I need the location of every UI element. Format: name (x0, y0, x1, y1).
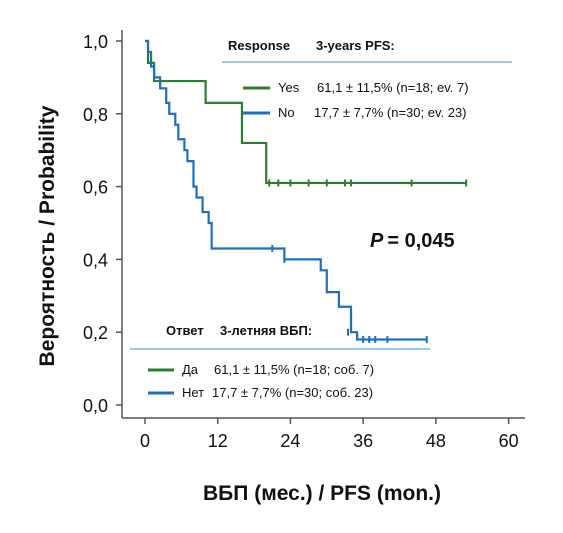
x-tick-label: 24 (280, 431, 300, 451)
legend-ru: Ответ 3-летняя ВБП: Да 61,1 ± 11,5% (n=1… (130, 323, 430, 400)
x-tick-label: 36 (353, 431, 373, 451)
x-axis-title: ВБП (мес.) / PFS (mon.) (203, 482, 441, 505)
y-axis-title: Вероятность / Probability (36, 105, 59, 366)
legend-en-label-no: No (278, 105, 295, 120)
legend-en-text-no: 17,7 ± 7,7% (n=30; ev. 23) (314, 105, 467, 120)
x-tick-label: 48 (426, 431, 446, 451)
legend-en-header-left: Response (228, 38, 290, 53)
x-tick-label: 12 (208, 431, 228, 451)
p-label: P (370, 230, 384, 252)
legend-ru-text-net: 17,7 ± 7,7% (n=30; соб. 23) (212, 385, 373, 400)
legend-en: Response 3-years PFS: Yes 61,1 ± 11,5% (… (222, 38, 512, 120)
legend-ru-header-right: 3-летняя ВБП: (220, 323, 312, 338)
legend-en-label-yes: Yes (278, 80, 300, 95)
y-tick-label: 0,2 (83, 323, 108, 343)
series-line-0 (145, 39, 467, 185)
x-tick-label: 0 (140, 431, 150, 451)
legend-ru-header-left: Ответ (166, 323, 204, 338)
y-tick-label: 1,0 (83, 32, 108, 52)
legend-ru-label-da: Да (182, 362, 199, 377)
legend-en-header-right: 3-years PFS: (316, 38, 395, 53)
x-tick-label: 60 (499, 431, 519, 451)
y-tick-label: 0,6 (83, 178, 108, 198)
series-line-1 (145, 39, 427, 341)
y-tick-label: 0,0 (83, 396, 108, 416)
legend-ru-text-da: 61,1 ± 11,5% (n=18; соб. 7) (214, 362, 374, 377)
legend-ru-label-net: Нет (182, 385, 204, 400)
legend-en-text-yes: 61,1 ± 11,5% (n=18; ev. 7) (317, 80, 469, 95)
p-value-annotation: P = 0,045 (370, 230, 455, 252)
p-value: = 0,045 (387, 230, 454, 252)
x-ticks: 0 12 24 36 48 60 (140, 418, 519, 451)
y-tick-label: 0,8 (83, 105, 108, 125)
y-ticks: 0,0 0,2 0,4 0,6 0,8 1,0 (83, 32, 122, 416)
survival-curves (145, 39, 468, 343)
y-tick-label: 0,4 (83, 250, 108, 270)
